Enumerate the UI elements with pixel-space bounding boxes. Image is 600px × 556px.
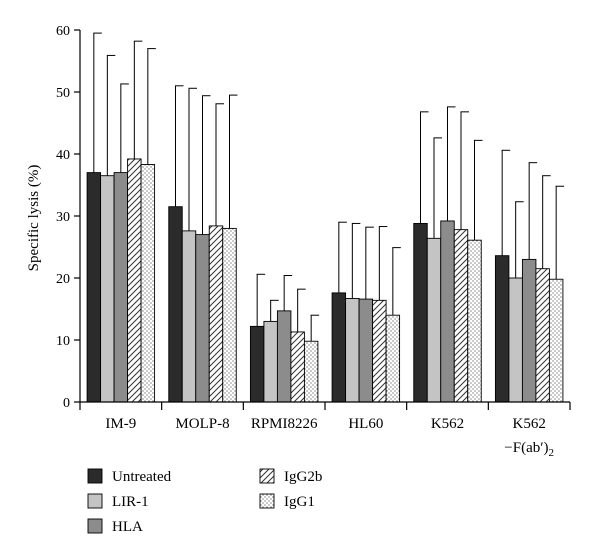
bar-igg1 xyxy=(548,278,564,403)
legend-label: LIR-1 xyxy=(112,494,149,510)
legend-item: LIR-1 xyxy=(87,493,149,510)
legend-label: HLA xyxy=(112,519,143,535)
bar-lir-1 xyxy=(345,298,360,403)
legend-swatch xyxy=(259,493,275,509)
bar-igg1 xyxy=(467,239,482,403)
y-tick-label: 40 xyxy=(56,148,70,163)
bar-hla xyxy=(521,258,537,403)
bar-hla xyxy=(276,310,292,403)
x-tick-label: RPMI8226 xyxy=(251,416,318,432)
bar-igg2b xyxy=(372,299,387,403)
x-tick-label: K562 xyxy=(431,416,464,432)
bar-hla xyxy=(440,220,455,403)
legend-label: IgG1 xyxy=(284,494,315,510)
y-tick-label: 20 xyxy=(56,272,70,287)
y-tick-label: 50 xyxy=(56,86,70,101)
bar-hla xyxy=(195,234,210,403)
bars xyxy=(86,32,565,403)
bar-igg1 xyxy=(140,164,156,403)
bar-untreated xyxy=(331,292,347,403)
bar-untreated xyxy=(168,206,183,403)
bar-lir-1 xyxy=(181,230,197,403)
legend-swatch xyxy=(259,468,275,484)
bar-hla xyxy=(113,172,129,403)
x-tick-label: K562 xyxy=(512,416,545,432)
legend-item: IgG2b xyxy=(259,468,322,485)
y-tick-label: 10 xyxy=(56,334,70,349)
legend-swatch xyxy=(87,518,103,534)
bar-igg2b xyxy=(290,331,305,403)
legend-label: Untreated xyxy=(112,469,172,485)
bar-untreated xyxy=(249,325,265,403)
legend-label: IgG2b xyxy=(284,469,322,485)
legend-item: IgG1 xyxy=(259,493,315,510)
bar-igg1 xyxy=(222,227,237,403)
bar-hla xyxy=(358,298,374,403)
y-tick-label: 0 xyxy=(63,396,70,411)
legend: Untreated LIR-1 HLA IgG2b IgG1 xyxy=(87,468,322,535)
legend-swatch xyxy=(87,493,103,509)
legend-swatch xyxy=(87,468,103,484)
legend-item: Untreated xyxy=(87,468,172,485)
bar-lir-1 xyxy=(100,175,115,403)
x-tick-label: HL60 xyxy=(348,416,383,432)
legend-item: HLA xyxy=(87,518,143,535)
bar-lir-1 xyxy=(508,277,523,403)
bar-igg1 xyxy=(385,314,401,403)
y-tick-label: 60 xyxy=(56,24,70,39)
x-axis: IM-9 MOLP-8 RPMI8226 HL60 K562 K562 −F(ab′)2 xyxy=(79,401,571,459)
bar-igg1 xyxy=(303,340,319,403)
bar-igg2b xyxy=(453,229,469,403)
bar-untreated xyxy=(86,172,102,403)
bar-untreated xyxy=(413,222,428,403)
bar-lir-1 xyxy=(263,320,278,403)
y-tick-label: 30 xyxy=(56,210,70,225)
bar-igg2b xyxy=(208,225,224,403)
bar-untreated xyxy=(494,255,510,403)
x-tick-label: MOLP-8 xyxy=(175,416,229,432)
bar-igg2b xyxy=(535,268,550,403)
bar-igg2b xyxy=(127,158,142,403)
x-tick-label-line2: −F(ab′)2 xyxy=(504,440,554,459)
bar-lir-1 xyxy=(426,237,442,403)
y-axis-title: Specific lysis (%) xyxy=(26,165,42,272)
x-tick-label: IM-9 xyxy=(105,416,136,432)
y-axis: 0 10 20 30 40 50 60 xyxy=(56,24,81,411)
